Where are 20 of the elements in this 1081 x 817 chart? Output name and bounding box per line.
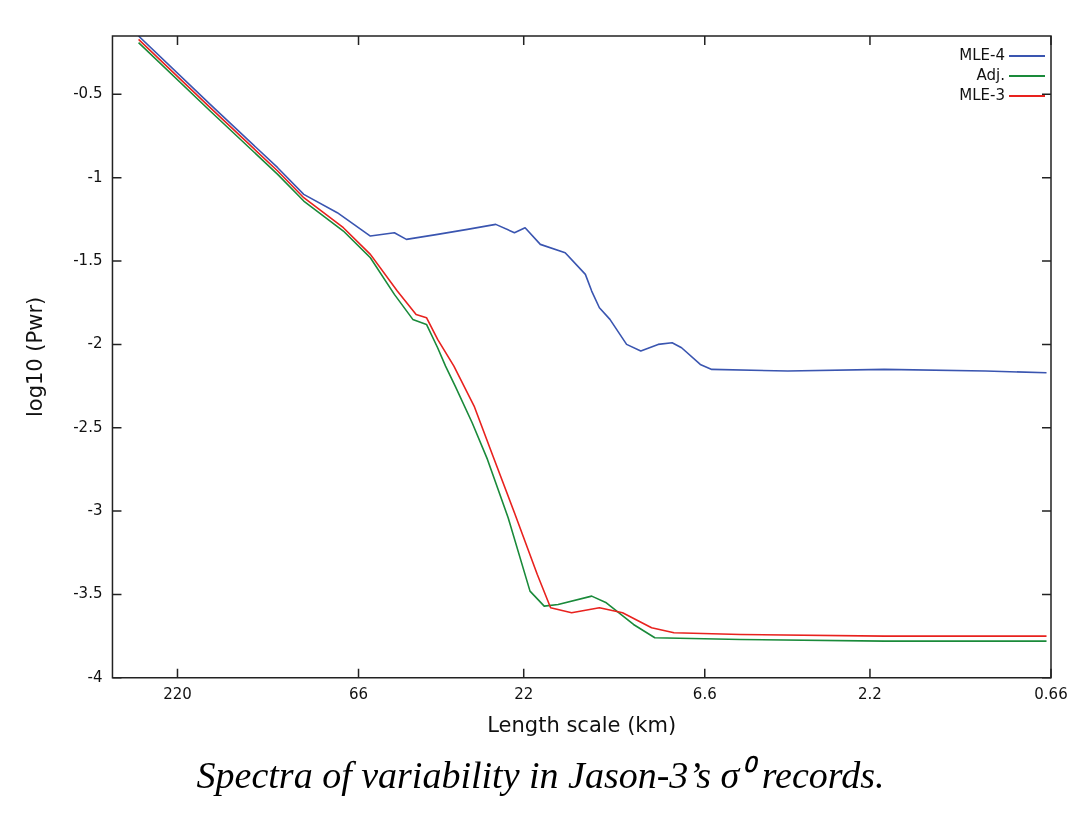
y-tick-label: -3 [87, 500, 103, 519]
x-tick-label: 0.66 [1034, 684, 1068, 703]
x-axis-title: Length scale (km) [487, 712, 677, 737]
y-tick-label: -0.5 [73, 84, 103, 103]
legend-label: MLE-3 [959, 85, 1005, 104]
x-tick-label: 66 [348, 684, 369, 703]
y-tick-label: -4 [87, 667, 103, 686]
x-tick-label: 22 [514, 684, 534, 703]
y-tick-label: -1 [87, 167, 103, 186]
y-tick-label: -2.5 [73, 417, 103, 436]
x-tick-label: 6.6 [692, 684, 717, 703]
y-axis-title: log10 (Pwr) [23, 296, 48, 418]
y-tick-label: -3.5 [73, 584, 103, 603]
x-tick-label: 220 [163, 684, 192, 703]
y-tick-label: -1.5 [73, 250, 103, 269]
x-tick-label: 2.2 [858, 684, 882, 703]
legend-label: MLE-4 [959, 45, 1005, 64]
text: Spectra of variability in Jason-3’s σ⁰ records. [195, 753, 886, 798]
y-tick-label: -2 [87, 334, 103, 353]
legend-label: Adj. [976, 65, 1005, 84]
